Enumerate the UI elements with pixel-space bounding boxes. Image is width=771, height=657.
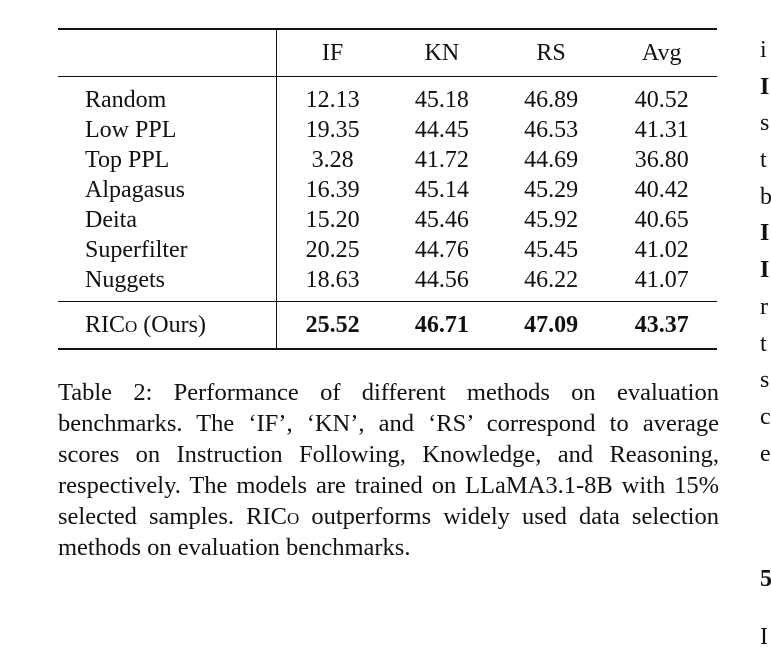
results-table-container: IF KN RS Avg Random 12.13 45.18 46.89 40… bbox=[58, 28, 717, 350]
cell-if: 16.39 bbox=[305, 177, 360, 203]
header-rs: RS bbox=[536, 40, 566, 66]
cell-avg: 41.31 bbox=[634, 117, 689, 143]
right-fragment: c bbox=[760, 403, 771, 430]
cell-if: 15.20 bbox=[305, 207, 360, 233]
right-column-fragments: i I s t b I I r t s c e 5 I bbox=[760, 32, 771, 650]
table-row: Deita 15.20 45.46 45.92 40.65 bbox=[58, 205, 717, 235]
caption-smallcaps: o bbox=[287, 503, 300, 530]
table-ours-body: RICo (Ours) 25.52 46.71 47.09 43.37 bbox=[58, 301, 717, 349]
right-fragment: b bbox=[760, 183, 771, 210]
cell-avg: 36.80 bbox=[634, 147, 689, 173]
table-row: Random 12.13 45.18 46.89 40.52 bbox=[58, 76, 717, 115]
right-fragment: s bbox=[760, 110, 770, 137]
cell-kn-ours: 46.71 bbox=[414, 312, 469, 338]
ours-prefix: RIC bbox=[85, 312, 126, 338]
right-fragment: I bbox=[760, 220, 770, 247]
right-fragment: t bbox=[760, 330, 767, 357]
cell-avg: 40.42 bbox=[634, 177, 689, 203]
cell-kn: 44.45 bbox=[414, 117, 469, 143]
cell-rs-ours: 47.09 bbox=[524, 312, 579, 338]
cell-if: 3.28 bbox=[311, 147, 354, 173]
header-method bbox=[58, 29, 278, 77]
right-fragment: s bbox=[760, 367, 770, 394]
cell-avg: 40.65 bbox=[634, 207, 689, 233]
cell-rs: 46.89 bbox=[524, 87, 579, 113]
cell-if: 20.25 bbox=[305, 237, 360, 263]
table-row: Nuggets 18.63 44.56 46.22 41.07 bbox=[58, 265, 717, 302]
ours-suffix: (Ours) bbox=[137, 312, 206, 338]
cell-rs: 45.45 bbox=[524, 237, 579, 263]
cell-if: 19.35 bbox=[305, 117, 360, 143]
cell-if-ours: 25.52 bbox=[305, 312, 360, 338]
cell-kn: 41.72 bbox=[414, 147, 469, 173]
header-avg: Avg bbox=[641, 40, 682, 66]
row-method: Nuggets bbox=[58, 265, 278, 302]
header-if: IF bbox=[321, 40, 344, 66]
table-row: Low PPL 19.35 44.45 46.53 41.31 bbox=[58, 115, 717, 145]
table-row: Alpagasus 16.39 45.14 45.29 40.42 bbox=[58, 175, 717, 205]
cell-kn: 45.18 bbox=[414, 87, 469, 113]
row-method: Alpagasus bbox=[58, 175, 278, 205]
right-fragment: i bbox=[760, 37, 767, 63]
results-table: IF KN RS Avg Random 12.13 45.18 46.89 40… bbox=[58, 28, 717, 350]
table-header-row: IF KN RS Avg bbox=[58, 29, 717, 77]
right-fragment: I bbox=[760, 257, 770, 284]
cell-kn: 45.46 bbox=[414, 207, 469, 233]
cell-if: 18.63 bbox=[305, 267, 360, 293]
cell-rs: 44.69 bbox=[524, 147, 579, 173]
ours-smallcaps: o bbox=[125, 312, 138, 338]
section-number: 5 bbox=[760, 566, 771, 592]
right-fragment: t bbox=[760, 147, 767, 174]
cell-rs: 45.29 bbox=[524, 177, 579, 203]
right-fragment-last: I bbox=[760, 624, 768, 650]
right-fragment: I bbox=[760, 73, 770, 100]
cell-rs: 46.53 bbox=[524, 117, 579, 143]
table-row: Superfilter 20.25 44.76 45.45 41.02 bbox=[58, 235, 717, 265]
caption-part1: Table 2: Performance of different method… bbox=[58, 379, 719, 530]
table-body: Random 12.13 45.18 46.89 40.52 Low PPL 1… bbox=[58, 76, 717, 302]
cell-avg: 41.02 bbox=[634, 237, 689, 263]
cell-kn: 45.14 bbox=[414, 177, 469, 203]
row-method: Deita bbox=[58, 205, 278, 235]
table-row-ours: RICo (Ours) 25.52 46.71 47.09 43.37 bbox=[58, 301, 717, 349]
cell-if: 12.13 bbox=[305, 87, 360, 113]
caption-part2: outperforms widely used data selection m… bbox=[58, 503, 719, 561]
cell-avg-ours: 43.37 bbox=[634, 312, 689, 338]
row-method-ours: RICo (Ours) bbox=[58, 301, 278, 349]
row-method: Superfilter bbox=[58, 235, 278, 265]
header-kn: KN bbox=[424, 40, 460, 66]
cell-rs: 46.22 bbox=[524, 267, 579, 293]
right-fragment: r bbox=[760, 293, 768, 320]
row-method: Top PPL bbox=[58, 145, 278, 175]
right-fragment: e bbox=[760, 440, 771, 467]
table-caption: Table 2: Performance of different method… bbox=[58, 377, 719, 563]
table-row: Top PPL 3.28 41.72 44.69 36.80 bbox=[58, 145, 717, 175]
cell-avg: 41.07 bbox=[634, 267, 689, 293]
cell-avg: 40.52 bbox=[634, 87, 689, 113]
cell-rs: 45.92 bbox=[524, 207, 579, 233]
row-method: Low PPL bbox=[58, 115, 278, 145]
cell-kn: 44.76 bbox=[414, 237, 469, 263]
cell-kn: 44.56 bbox=[414, 267, 469, 293]
row-method: Random bbox=[58, 76, 278, 115]
